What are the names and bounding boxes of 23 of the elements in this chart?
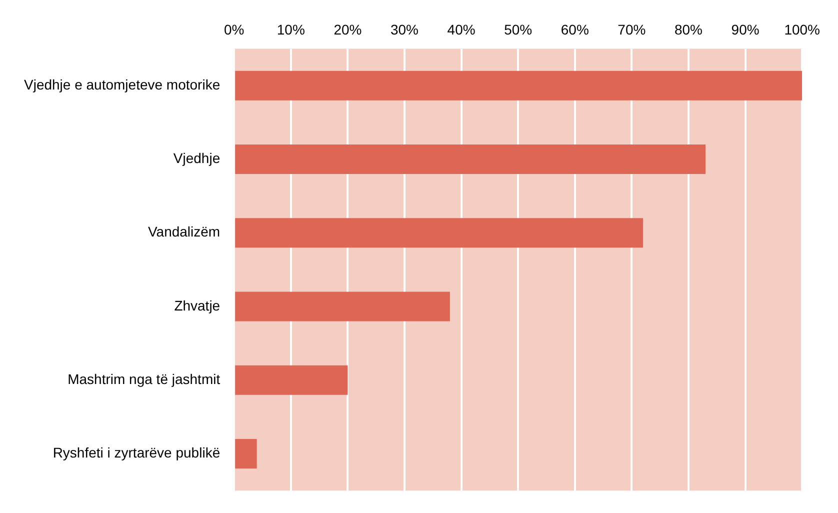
- bar: [235, 70, 802, 100]
- y-tick-label: Zhvatje: [174, 297, 220, 314]
- bar: [235, 439, 257, 469]
- bar: [235, 365, 348, 395]
- y-tick-label: Vandalizëm: [148, 224, 220, 240]
- bar: [235, 218, 644, 248]
- y-tick-label: Vjedhje e automjeteve motorike: [24, 76, 220, 92]
- x-tick-label: 30%: [390, 21, 419, 38]
- x-tick-label: 70%: [618, 21, 646, 38]
- x-tick-label: 40%: [447, 21, 476, 38]
- x-tick-label: 90%: [731, 21, 760, 38]
- y-tick-label: Vjedhje: [173, 150, 220, 166]
- x-tick-label: 50%: [504, 21, 532, 38]
- bar: [235, 292, 450, 322]
- x-tick-label: 80%: [674, 21, 703, 38]
- x-tick-label: 0%: [224, 21, 244, 38]
- y-tick-label: Ryshfeti i zyrtarëve publikë: [52, 444, 220, 461]
- x-tick-label: 100%: [784, 21, 820, 38]
- y-tick-label: Mashtrim nga të jashtmit: [68, 371, 220, 388]
- x-tick-label: 60%: [560, 21, 589, 38]
- x-tick-label: 10%: [276, 21, 305, 38]
- bar: [235, 144, 706, 174]
- x-tick-label: 20%: [334, 21, 362, 38]
